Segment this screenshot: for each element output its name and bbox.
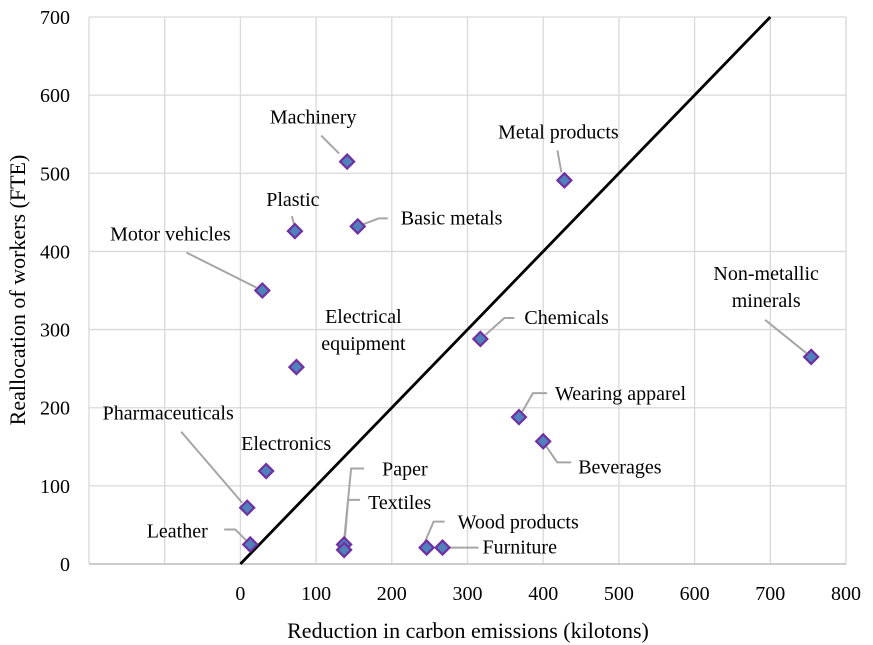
x-tick-label: 600 bbox=[680, 583, 710, 605]
point-label: Wood products bbox=[458, 512, 579, 534]
data-point bbox=[338, 153, 356, 171]
reference-line-group bbox=[239, 16, 772, 565]
data-point bbox=[286, 222, 304, 240]
data-point bbox=[238, 499, 256, 517]
point-label: Machinery bbox=[270, 107, 357, 129]
point-label: Chemicals bbox=[524, 307, 609, 329]
y-axis-title: Reallocation of workers (FTE) bbox=[5, 155, 30, 426]
point-label: Pharmaceuticals bbox=[103, 403, 234, 425]
y-tick-label: 300 bbox=[40, 320, 70, 342]
point-label: Beverages bbox=[578, 456, 662, 478]
x-tick-label: 100 bbox=[301, 583, 331, 605]
y-tick-label: 600 bbox=[40, 85, 70, 107]
x-axis-title: Reduction in carbon emissions (kilotons) bbox=[287, 618, 649, 643]
point-label: Plastic bbox=[266, 189, 319, 211]
x-tick-label: 300 bbox=[453, 583, 483, 605]
data-point bbox=[349, 217, 367, 235]
point-label: Basic metals bbox=[401, 207, 503, 229]
point-labels: Machinery Metal products Plastic Basic meta… bbox=[103, 107, 819, 559]
x-tick-label: 500 bbox=[604, 583, 634, 605]
x-tick-label: 700 bbox=[755, 583, 785, 605]
y-tick-label: 100 bbox=[40, 476, 70, 498]
data-point bbox=[433, 539, 452, 557]
x-tick-label: 200 bbox=[377, 583, 407, 605]
leader-line bbox=[521, 392, 547, 413]
point-label: Electrical bbox=[325, 306, 402, 328]
leader-line bbox=[180, 431, 243, 504]
point-label: Textiles bbox=[368, 492, 431, 514]
reference-line bbox=[239, 16, 772, 565]
data-point bbox=[418, 539, 436, 557]
data-point bbox=[510, 408, 528, 426]
x-tick-label: 0 bbox=[235, 583, 245, 605]
y-tick-label: 500 bbox=[40, 163, 70, 185]
point-label: Motor vehicles bbox=[110, 224, 231, 246]
point-label: Electronics bbox=[241, 433, 331, 455]
data-point bbox=[287, 358, 305, 376]
leader-line bbox=[290, 215, 295, 225]
leader-lines bbox=[180, 134, 807, 549]
data-point bbox=[802, 348, 820, 366]
leader-line bbox=[224, 528, 247, 542]
point-label: Metal products bbox=[498, 121, 619, 143]
x-tick-label: 800 bbox=[831, 583, 861, 605]
point-label: Non-metallic bbox=[713, 263, 819, 285]
leader-line bbox=[362, 217, 388, 226]
x-tick-label: 400 bbox=[528, 583, 558, 605]
data-point bbox=[534, 432, 552, 450]
leader-line bbox=[320, 134, 340, 155]
point-label: Wearing apparel bbox=[555, 383, 687, 405]
leader-line bbox=[484, 316, 515, 336]
leader-line bbox=[545, 445, 572, 464]
x-tick-labels: 0 100 200 300 400 500 600 700 800 bbox=[235, 583, 861, 605]
leader-line bbox=[423, 520, 445, 543]
y-tick-label: 400 bbox=[40, 241, 70, 263]
point-label: equipment bbox=[321, 333, 406, 355]
point-label: minerals bbox=[732, 290, 801, 312]
data-point bbox=[471, 330, 489, 348]
leader-line bbox=[185, 251, 257, 289]
point-label: Paper bbox=[382, 458, 428, 480]
data-point bbox=[555, 171, 573, 189]
data-point bbox=[335, 541, 353, 559]
data-point bbox=[241, 535, 259, 554]
data-point bbox=[253, 281, 271, 300]
y-tick-label: 200 bbox=[40, 398, 70, 420]
leader-line bbox=[343, 498, 361, 549]
leader-line bbox=[556, 150, 563, 173]
y-tick-label: 0 bbox=[60, 554, 70, 576]
y-tick-label: 700 bbox=[40, 7, 70, 29]
data-point bbox=[257, 462, 275, 480]
y-tick-labels: 0 100 200 300 400 500 600 700 bbox=[40, 7, 70, 576]
point-label: Furniture bbox=[483, 537, 558, 559]
point-label: Leather bbox=[147, 520, 208, 542]
leader-line bbox=[764, 319, 807, 354]
data-points bbox=[238, 153, 820, 559]
